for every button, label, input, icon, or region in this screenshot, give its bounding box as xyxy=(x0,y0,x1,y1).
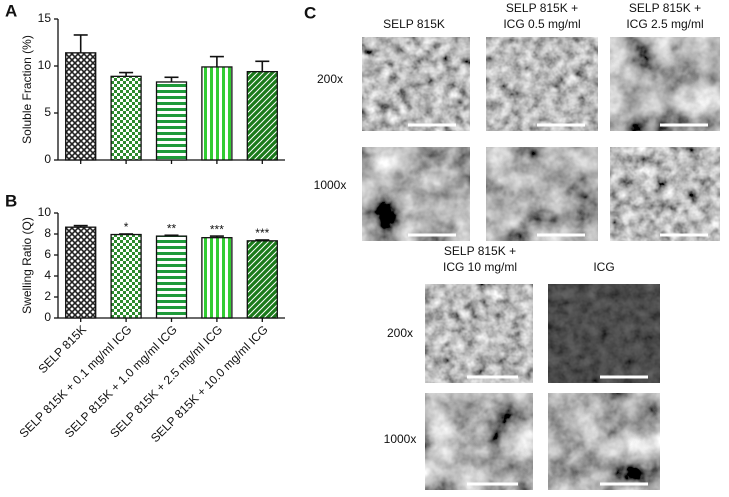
y-tick-label: 5 xyxy=(44,105,51,119)
y-tick-label: 10 xyxy=(38,58,52,72)
bar xyxy=(246,240,278,319)
y-tick-label: 6 xyxy=(44,247,51,261)
significance: *** xyxy=(210,222,224,236)
micrograph xyxy=(610,147,720,241)
row-label: 1000x xyxy=(384,432,417,446)
micrograph xyxy=(610,37,720,131)
bar xyxy=(110,233,142,319)
bar xyxy=(155,235,188,319)
bar xyxy=(155,81,188,161)
column-header: ICG 0.5 mg/ml xyxy=(503,17,580,31)
bar xyxy=(246,70,278,161)
bar xyxy=(65,52,97,161)
significance: ** xyxy=(167,221,177,235)
panel-label: A xyxy=(5,1,17,20)
y-tick-label: 4 xyxy=(44,268,51,282)
column-header: SELP 815K xyxy=(383,17,445,31)
y-tick-label: 0 xyxy=(44,152,51,166)
bar xyxy=(201,66,233,161)
row-label: 200x xyxy=(317,72,343,86)
micrograph xyxy=(548,284,660,383)
panel-label: B xyxy=(5,191,17,210)
column-header: SELP 815K + xyxy=(444,244,516,258)
micrograph xyxy=(486,147,598,241)
bar xyxy=(201,237,233,319)
row-label: 200x xyxy=(387,326,413,340)
row-label: 1000x xyxy=(314,178,347,192)
column-header: SELP 815K + xyxy=(506,1,578,15)
significance: * xyxy=(124,220,129,234)
y-tick-label: 0 xyxy=(44,310,51,324)
micrograph xyxy=(548,393,660,490)
y-tick-label: 8 xyxy=(44,226,51,240)
y-tick-label: 10 xyxy=(38,205,52,219)
panel-label: C xyxy=(304,3,316,22)
significance: *** xyxy=(255,226,269,240)
column-header: ICG 2.5 mg/ml xyxy=(626,17,703,31)
micrograph xyxy=(362,37,470,131)
scale-bars xyxy=(408,123,708,486)
y-axis-title: Soluble Fraction (%) xyxy=(20,35,34,144)
micrograph xyxy=(362,147,470,241)
micrographs xyxy=(362,37,720,490)
column-header: SELP 815K + xyxy=(629,1,701,15)
micrograph xyxy=(425,284,533,383)
y-axis-title: Swelling Ratio (Q) xyxy=(20,217,34,314)
bar xyxy=(110,75,142,161)
bar xyxy=(65,226,97,319)
y-tick-label: 15 xyxy=(38,11,52,25)
y-tick-label: 2 xyxy=(44,289,51,303)
column-header: ICG 10 mg/ml xyxy=(443,260,517,274)
micrograph xyxy=(486,37,598,131)
column-header: ICG xyxy=(593,260,614,274)
micrograph xyxy=(425,393,533,490)
